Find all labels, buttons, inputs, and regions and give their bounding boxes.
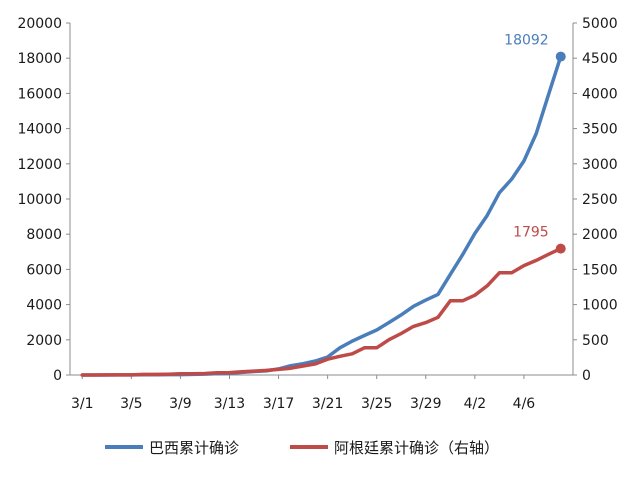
right-tick-label: 4500: [582, 51, 618, 67]
right-tick-label: 3500: [582, 122, 618, 138]
left-tick-label: 2000: [26, 333, 62, 349]
right-tick-label: 2500: [582, 192, 618, 208]
left-tick-label: 0: [53, 368, 62, 384]
left-tick-label: 18000: [17, 51, 62, 67]
series-line-1: [80, 54, 563, 377]
series-end-point-2: [555, 243, 566, 254]
x-tick-label: 3/5: [120, 396, 143, 412]
left-tick-label: 16000: [17, 86, 62, 102]
right-tick-label: 0: [582, 368, 591, 384]
left-tick-label: 4000: [26, 298, 62, 314]
right-tick-label: 4000: [582, 86, 618, 102]
x-tick-label: 3/21: [312, 396, 343, 412]
x-tick-label: 3/17: [263, 396, 294, 412]
x-tick-label: 3/1: [71, 396, 94, 412]
series-end-label-1: 18092: [504, 33, 549, 49]
left-tick-label: 8000: [26, 227, 62, 243]
legend-label-2: 阿根廷累计确诊（右轴）: [334, 439, 499, 457]
right-tick-label: 3000: [582, 157, 618, 173]
series-line-2: [80, 246, 563, 377]
x-tick-label: 3/25: [361, 396, 392, 412]
x-axis-ticks: 3/1 3/5 3/9 3/13 3/17 3/21 3/25 3/29 4/2 4/6: [71, 375, 535, 412]
right-tick-label: 1000: [582, 298, 618, 314]
right-axis-ticks: 0 500 1000 1500 2000 2500 3000 3500 4000 4500 5000: [573, 16, 618, 384]
series-layer: [80, 51, 566, 377]
right-tick-label: 500: [582, 333, 609, 349]
left-tick-label: 6000: [26, 262, 62, 278]
x-tick-label: 3/9: [169, 396, 192, 412]
series-end-label-2: 1795: [513, 225, 549, 241]
right-tick-label: 5000: [582, 16, 618, 32]
right-tick-label: 2000: [582, 227, 618, 243]
x-tick-label: 4/6: [513, 396, 536, 412]
x-tick-label: 4/2: [464, 396, 487, 412]
x-tick-label: 3/13: [214, 396, 245, 412]
left-tick-label: 12000: [17, 157, 62, 173]
left-tick-label: 10000: [17, 192, 62, 208]
left-axis-ticks: 0 2000 4000 6000 8000 10000 12000 14000 16000 180…: [17, 16, 70, 384]
right-tick-label: 1500: [582, 262, 618, 278]
legend: 巴西累计确诊 阿根廷累计确诊（右轴）: [105, 439, 499, 457]
x-tick-label: 3/29: [410, 396, 441, 412]
left-tick-label: 20000: [17, 16, 62, 32]
legend-label-1: 巴西累计确诊: [149, 439, 239, 457]
series-end-point-1: [555, 51, 566, 62]
annotation-layer: 18092 1795: [504, 33, 549, 241]
left-tick-label: 14000: [17, 122, 62, 138]
